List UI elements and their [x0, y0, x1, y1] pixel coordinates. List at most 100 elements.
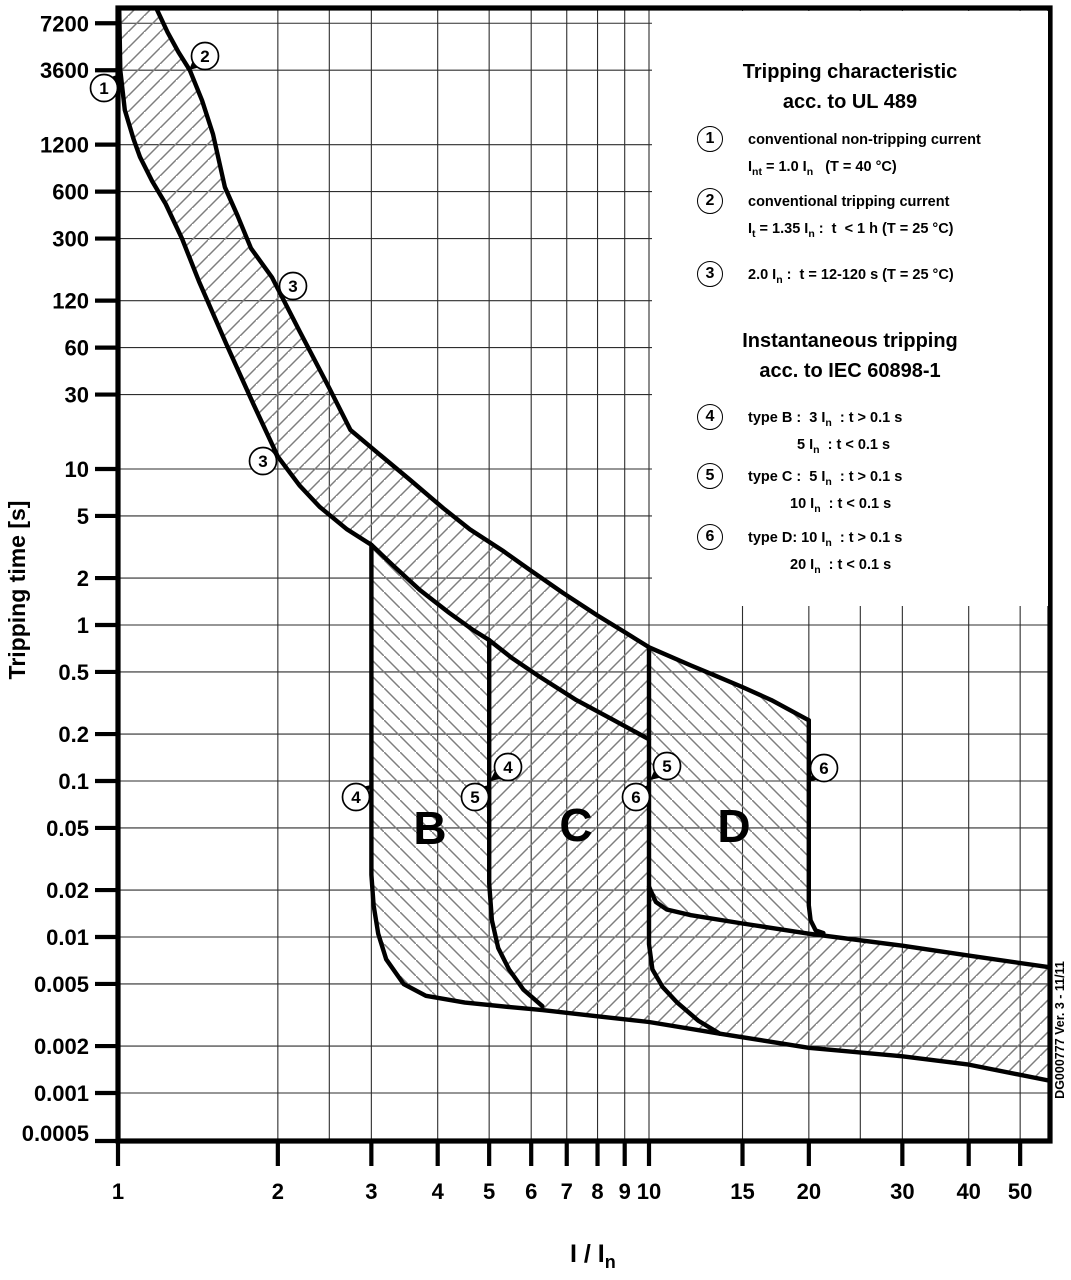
region-d: [649, 647, 824, 934]
y-tick-label-0.01: 0.01: [46, 925, 89, 950]
region-c: [489, 640, 720, 1034]
curves: [117, 5, 1052, 1083]
callout-number: 4: [351, 788, 361, 807]
legend-item-number-1: 1: [697, 126, 723, 152]
y-axis-title: Tripping time [s]: [4, 501, 30, 680]
x-tick-label-2: 2: [272, 1179, 284, 1204]
legend-item-number-5: 5: [697, 463, 723, 489]
y-tick-label-30: 30: [65, 383, 89, 408]
callout-number: 6: [819, 759, 828, 778]
curve-b-left-and-bottom: [369, 542, 1052, 1083]
region-fast-trip-band: [649, 886, 1050, 1081]
y-tick-label-0.05: 0.05: [46, 816, 89, 841]
y-tick-label-10: 10: [65, 457, 89, 482]
x-tick-label-50: 50: [1008, 1179, 1032, 1204]
axis-ticks: [95, 21, 1023, 1166]
legend-item-number-6: 6: [697, 524, 723, 550]
region-b: [371, 544, 543, 1011]
x-tick-label-1: 1: [112, 1179, 124, 1204]
x-tick-label-3: 3: [365, 1179, 377, 1204]
callout-circle: [248, 446, 278, 476]
legend-item-text-1: conventional non-tripping current Int = 1…: [748, 132, 981, 178]
legend-title-iec-line2: acc. to IEC 60898-1: [759, 360, 941, 382]
y-tick-label-7200: 7200: [40, 11, 89, 36]
callout-circle: [278, 271, 308, 301]
y-tick-label-1200: 1200: [40, 133, 89, 158]
curve-upper-thermal: [154, 5, 811, 723]
legend-item-text-6: type D: 10 In : t > 0.1 s 20 In : t < 0.1…: [748, 530, 903, 576]
axis-tick-labels: 7200360012006003001206030105210.50.20.10…: [22, 11, 1033, 1204]
curve-d-right-drop: [806, 718, 826, 936]
x-tick-label-7: 7: [561, 1179, 573, 1204]
callout-number: 5: [470, 788, 479, 807]
callout-5-8: 5: [650, 751, 682, 781]
hatched-regions: [119, 8, 1050, 1081]
legend-item-number-3: 3: [697, 261, 723, 287]
y-tick-label-60: 60: [65, 336, 89, 361]
y-tick-label-0.005: 0.005: [34, 972, 89, 997]
y-tick-label-2: 2: [77, 566, 89, 591]
callout-number: 3: [288, 277, 297, 296]
x-tick-label-10: 10: [637, 1179, 661, 1204]
x-tick-label-5: 5: [483, 1179, 495, 1204]
y-tick-label-0.1: 0.1: [58, 769, 89, 794]
callout-4-6: 4: [490, 752, 523, 782]
legend-title-ul489: Tripping characteristic acc. to UL 489: [652, 57, 1048, 117]
region-label-B: B: [413, 802, 446, 854]
x-tick-label-9: 9: [619, 1179, 631, 1204]
callout-circle: [190, 41, 220, 71]
curve-c-right-drop: [646, 645, 723, 1036]
x-tick-label-15: 15: [730, 1179, 754, 1204]
callout-circle: [621, 782, 651, 812]
y-tick-label-120: 120: [52, 289, 89, 314]
legend-panel: Tripping characteristic acc. to UL 489 I…: [652, 11, 1048, 606]
callout-arrow: [490, 769, 503, 781]
legend-title-iec-line1: Instantaneous tripping: [742, 330, 958, 352]
callout-number: 3: [258, 452, 267, 471]
plot-frame: [115, 5, 1053, 1144]
x-tick-label-4: 4: [432, 1179, 445, 1204]
legend-item-text-2: conventional tripping current It = 1.35 I…: [748, 194, 954, 240]
legend-item-text-3: 2.0 In : t = 12-120 s (T = 25 °C): [748, 267, 954, 286]
x-tick-label-30: 30: [890, 1179, 914, 1204]
legend-item-text-5: type C : 5 In : t > 0.1 s 10 In : t < 0.1…: [748, 469, 903, 515]
x-tick-label-20: 20: [797, 1179, 821, 1204]
y-tick-label-3600: 3600: [40, 58, 89, 83]
callout-1-0: 1: [89, 73, 119, 103]
callout-5-5: 5: [460, 782, 490, 812]
region-label-C: C: [559, 799, 592, 851]
region-label-D: D: [717, 800, 750, 852]
callout-number: 1: [99, 79, 108, 98]
callout-number: 6: [631, 788, 640, 807]
y-tick-label-0.001: 0.001: [34, 1081, 89, 1106]
callout-circle: [460, 782, 490, 812]
y-tick-label-0.2: 0.2: [58, 722, 89, 747]
x-tick-label-8: 8: [591, 1179, 603, 1204]
callout-circle: [341, 782, 371, 812]
legend-title-iec: Instantaneous tripping acc. to IEC 60898…: [652, 326, 1048, 386]
x-tick-label-6: 6: [525, 1179, 537, 1204]
y-tick-label-300: 300: [52, 227, 89, 252]
callout-6-9: 6: [809, 753, 839, 783]
side-note: DG000777 Ver. 3 - 11/11: [1053, 961, 1067, 1099]
legend-item-number-4: 4: [697, 404, 723, 430]
x-axis-title: I / In: [570, 1240, 616, 1272]
curve-b-right-drop: [487, 637, 545, 1009]
y-tick-label-600: 600: [52, 180, 89, 205]
callout-markers: 1 2 3 3 4 5 4 6 5 6: [89, 41, 839, 812]
legend-item-number-2: 2: [697, 188, 723, 214]
curve-lower-thermal: [117, 5, 652, 742]
callout-circle: [809, 753, 839, 783]
y-tick-label-1: 1: [77, 613, 89, 638]
legend-title-ul489-line1: Tripping characteristic: [742, 61, 958, 83]
curve-d-floor: [646, 884, 1052, 970]
x-tick-label-40: 40: [956, 1179, 980, 1204]
y-tick-label-0.002: 0.002: [34, 1034, 89, 1059]
callout-3-3: 3: [248, 446, 278, 476]
y-tick-label-0.02: 0.02: [46, 878, 89, 903]
callout-number: 5: [662, 757, 671, 776]
callout-2-1: 2: [189, 41, 220, 71]
y-tick-label-0.0005: 0.0005: [22, 1121, 89, 1146]
callout-circle: [89, 73, 119, 103]
